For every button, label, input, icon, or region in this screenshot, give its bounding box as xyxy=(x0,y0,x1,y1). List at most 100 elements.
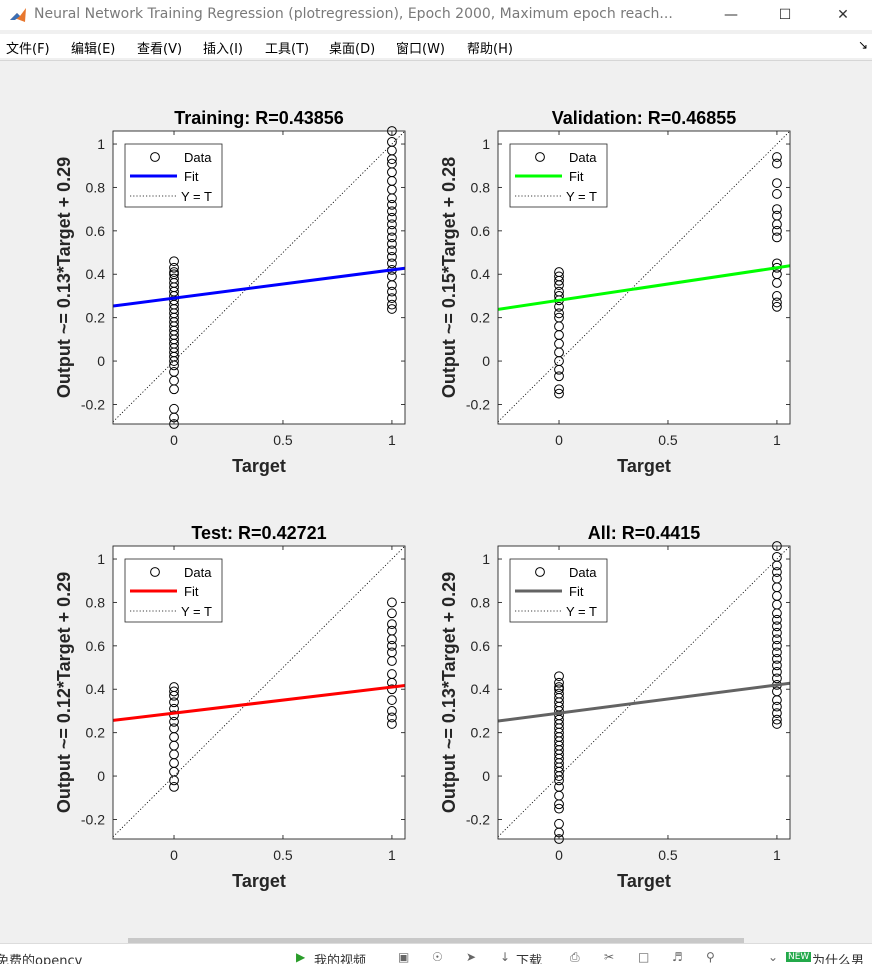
data-point xyxy=(169,267,179,277)
y-tick-label: 0.2 xyxy=(86,310,106,326)
x-axis-label: Target xyxy=(232,456,286,476)
data-point xyxy=(772,627,782,638)
data-point xyxy=(772,708,782,719)
y-tick-label: 1 xyxy=(97,136,105,152)
menu-desktop[interactable]: 桌面(D) xyxy=(329,42,376,57)
x-tick-label: 0 xyxy=(170,432,178,448)
legend-fit-label: Fit xyxy=(569,169,584,184)
data-point xyxy=(169,782,179,792)
dock-arrow-icon[interactable]: ↘ xyxy=(857,38,868,52)
menu-edit[interactable]: 编辑(E) xyxy=(71,42,116,57)
data-point xyxy=(169,716,179,727)
compass-icon[interactable]: ☉ xyxy=(432,950,443,964)
data-point xyxy=(169,723,179,734)
y-tick-label: 0.6 xyxy=(471,638,491,654)
menu-help[interactable]: 帮助(H) xyxy=(467,42,513,57)
chevron-down-icon[interactable]: ⌄ xyxy=(768,950,779,964)
data-point xyxy=(387,640,397,651)
y-tick-label: 0.6 xyxy=(86,223,106,239)
chart-title: Training: R=0.43856 xyxy=(174,108,344,128)
data-point xyxy=(387,647,397,658)
y-tick-label: 0.4 xyxy=(86,266,106,282)
data-point xyxy=(554,371,564,382)
y-tick-label: 0.4 xyxy=(471,266,491,282)
data-point xyxy=(387,258,397,269)
menu-insert[interactable]: 插入(I) xyxy=(203,42,243,57)
scrollbar-thumb[interactable] xyxy=(128,938,744,943)
data-point xyxy=(554,677,564,688)
regression-plots: 0 0.5 1 -0.2 0 0.2 0.4 0.6 0.8 1 Training: R=0.438… xyxy=(54,108,791,891)
data-point xyxy=(554,688,564,699)
window-icon[interactable]: □ xyxy=(638,950,650,964)
data-point xyxy=(772,269,782,280)
download-link[interactable]: 下载 xyxy=(516,954,543,964)
data-point xyxy=(387,293,397,304)
legend-fit-label: Fit xyxy=(184,169,199,184)
image-icon[interactable]: ▣ xyxy=(398,950,410,964)
search-icon[interactable]: ⚲ xyxy=(706,950,715,964)
close-icon[interactable]: ✕ xyxy=(837,7,849,23)
regression-panel-3: 0 0.5 1 -0.2 0 0.2 0.4 0.6 0.8 1 Test: R=0.42721 Ta… xyxy=(54,523,406,891)
legend-data-label: Data xyxy=(184,565,212,580)
fit-line xyxy=(113,266,405,308)
menu-tools[interactable]: 工具(T) xyxy=(265,42,310,57)
volume-icon[interactable]: ♬ xyxy=(672,950,683,964)
legend-fit-label: Fit xyxy=(569,584,584,599)
taskbar-right-link[interactable]: 为什么男 xyxy=(812,954,865,964)
data-point xyxy=(554,803,564,814)
legend: Data Fit Y = T xyxy=(124,558,223,623)
legend-fit-label: Fit xyxy=(184,584,199,599)
menu-view[interactable]: 查看(V) xyxy=(137,42,183,57)
data-point xyxy=(554,384,564,395)
y-tick-label: 0.8 xyxy=(86,594,106,610)
data-point xyxy=(554,388,564,399)
y-tick-label: 1 xyxy=(97,551,105,567)
y-tick-label: 0.2 xyxy=(471,310,491,326)
printer-icon[interactable]: ⎙ xyxy=(570,950,580,964)
legend-identity-label: Y = T xyxy=(566,604,597,619)
x-axis-label: Target xyxy=(617,871,671,891)
data-point xyxy=(387,225,397,236)
y-tick-label: 0.6 xyxy=(86,638,106,654)
data-point xyxy=(387,719,397,729)
pin-icon[interactable]: ➤ xyxy=(466,950,477,964)
axes-box xyxy=(497,545,791,840)
menu-window[interactable]: 窗口(W) xyxy=(396,42,445,57)
x-tick-label: 0.5 xyxy=(658,847,678,863)
data-point xyxy=(772,686,782,697)
y-tick-label: -0.2 xyxy=(466,396,490,412)
taskbar: 免费的opencv ▶ 我的视频 ▣ ☉ ➤ ↓ 下载 ⎙ ✂ □ ♬ ⚲ ⌄ … xyxy=(0,943,872,964)
data-point xyxy=(772,701,782,712)
data-point xyxy=(169,262,179,273)
data-point xyxy=(554,312,564,323)
minimize-icon[interactable]: — xyxy=(724,7,738,23)
legend-data-label: Data xyxy=(569,150,597,165)
data-point xyxy=(387,625,397,636)
data-point xyxy=(387,232,397,243)
menu-divider xyxy=(0,60,872,61)
regression-panel-2: 0 0.5 1 -0.2 0 0.2 0.4 0.6 0.8 1 Validation: R=0.4… xyxy=(439,108,791,476)
y-tick-label: 0.6 xyxy=(471,223,491,239)
data-point xyxy=(387,245,397,256)
x-tick-label: 0.5 xyxy=(273,432,293,448)
data-point xyxy=(772,614,782,625)
taskbar-left-link[interactable]: 免费的opencv xyxy=(0,954,83,964)
y-axis-label: Output ~= 0.13*Target + 0.29 xyxy=(439,572,459,813)
data-point xyxy=(554,818,564,829)
menu-file[interactable]: 文件(F) xyxy=(6,42,50,57)
legend-data-label: Data xyxy=(569,565,597,580)
data-point xyxy=(387,619,397,630)
cut-icon[interactable]: ✂ xyxy=(604,950,615,964)
x-tick-label: 0.5 xyxy=(658,432,678,448)
maximize-icon[interactable]: ☐ xyxy=(778,7,792,23)
legend-data-marker xyxy=(150,567,160,577)
x-tick-label: 0.5 xyxy=(273,847,293,863)
my-video-link[interactable]: 我的视频 xyxy=(314,954,367,964)
y-axis-label: Output ~= 0.15*Target + 0.28 xyxy=(439,157,459,398)
menu-bar: 文件(F) 编辑(E) 查看(V) 插入(I) 工具(T) 桌面(D) 窗口(W… xyxy=(0,34,872,58)
data-point xyxy=(554,782,564,792)
data-point xyxy=(554,286,564,297)
x-tick-label: 1 xyxy=(773,432,781,448)
data-point xyxy=(772,301,782,312)
data-point xyxy=(387,712,397,723)
